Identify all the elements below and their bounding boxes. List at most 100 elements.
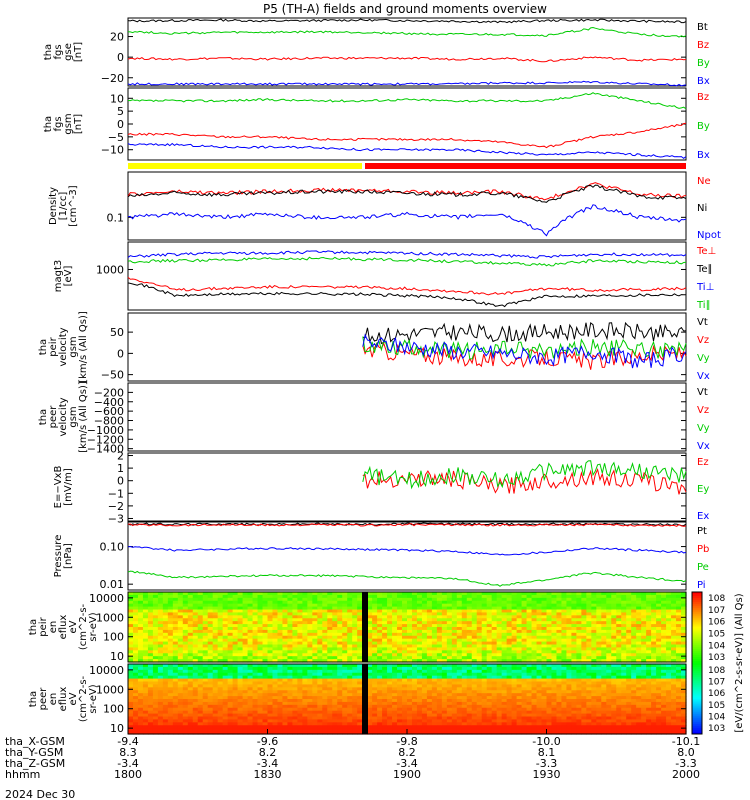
spectrogram-cell	[342, 629, 348, 634]
spectrogram-cell	[491, 603, 498, 608]
spectrogram-cell	[212, 728, 219, 732]
spectrogram-cell	[327, 615, 333, 619]
spectrogram-cell	[407, 728, 413, 732]
spectrogram-cell	[471, 632, 478, 637]
spectrogram-cell	[347, 641, 353, 646]
spectrogram-cell	[227, 635, 234, 640]
spectrogram-cell	[157, 704, 164, 709]
spectrogram-cell	[541, 656, 548, 660]
spectrogram-cell	[636, 635, 642, 640]
y-tick-label: 0.10	[100, 541, 125, 554]
spectrogram-cell	[332, 690, 338, 694]
spectrogram-cell	[521, 618, 528, 622]
spectrogram-cell	[377, 672, 383, 677]
spectrogram-cell	[202, 650, 209, 654]
spectrogram-cell	[197, 606, 204, 611]
spectrogram-cell	[147, 710, 154, 715]
spectrogram-cell	[392, 603, 398, 608]
spectrogram-cell	[372, 684, 378, 688]
spectrogram-cell	[172, 678, 179, 683]
spectrogram-cell	[402, 710, 408, 715]
spectrogram-cell	[247, 629, 254, 634]
spectrogram-cell	[431, 600, 438, 605]
spectrogram-cell	[342, 624, 348, 628]
spectrogram-cell	[446, 716, 453, 721]
spectrogram-cell	[506, 627, 513, 631]
spectrogram-cell	[556, 644, 563, 649]
spectrogram-cell	[267, 629, 274, 634]
spectrogram-cell	[521, 632, 528, 637]
spectrogram-cell	[247, 656, 254, 660]
spectrogram-cell	[267, 725, 274, 729]
spectrogram-cell	[302, 699, 308, 703]
spectrogram-cell	[287, 704, 294, 709]
spectrogram-cell	[611, 621, 617, 625]
spectrogram-cell	[287, 731, 294, 735]
spectrogram-cell	[411, 653, 418, 657]
spectrogram-cell	[397, 606, 403, 611]
spectrogram-cell	[302, 659, 308, 663]
spectrogram-cell	[217, 647, 224, 651]
spectrogram-cell	[646, 629, 652, 634]
spectrogram-cell	[441, 681, 448, 686]
spectrogram-cell	[252, 644, 259, 649]
spectrogram-cell	[332, 722, 338, 726]
spectrogram-cell	[292, 627, 298, 631]
spectrogram-cell	[611, 624, 617, 628]
spectrogram-cell	[456, 664, 463, 668]
spectrogram-cell	[262, 669, 269, 674]
spectrogram-cell	[501, 647, 508, 651]
spectrogram-cell	[646, 644, 652, 649]
spectrogram-cell	[461, 675, 468, 680]
spectrogram-cell	[132, 678, 139, 683]
spectrogram-cell	[556, 693, 563, 697]
spectrogram-cell	[342, 600, 348, 605]
spectrogram-cell	[387, 690, 393, 694]
spectrogram-cell	[511, 653, 518, 657]
spectrogram-cell	[357, 681, 363, 686]
spectrogram-cell	[372, 603, 378, 608]
spectrogram-cell	[681, 592, 687, 596]
spectrogram-cell	[128, 621, 134, 625]
spectrogram-cell	[187, 647, 194, 651]
spectrogram-cell	[287, 690, 294, 694]
spectrogram-cell	[252, 618, 259, 622]
spectrogram-cell	[416, 650, 423, 654]
spectrogram-cell	[332, 627, 338, 631]
spectrogram-cell	[481, 644, 488, 649]
spectrogram-cell	[297, 696, 303, 700]
spectrogram-cell	[322, 638, 328, 643]
spectrogram-cell	[426, 675, 433, 680]
y-axis-label: E=−VxB	[53, 466, 64, 509]
spectrogram-cell	[212, 629, 219, 634]
spectrogram-cell	[367, 632, 373, 637]
spectrogram-cell	[476, 681, 483, 686]
spectrogram-cell	[312, 690, 318, 694]
spectrogram-cell	[671, 656, 677, 660]
spectrogram-cell	[411, 594, 418, 599]
spectrogram-cell	[561, 644, 568, 649]
spectrogram-cell	[541, 603, 548, 608]
spectrogram-cell	[491, 684, 498, 688]
spectrogram-cell	[227, 594, 234, 599]
spectrogram-cell	[526, 624, 533, 628]
spectrogram-cell	[292, 684, 298, 688]
spectrogram-cell	[322, 701, 328, 706]
spectrogram-cell	[516, 707, 523, 712]
spectrogram-cell	[247, 687, 254, 691]
spectrogram-cell	[217, 690, 224, 694]
spectrogram-cell	[242, 638, 249, 643]
spectrogram-cell	[596, 618, 602, 622]
spectrogram-cell	[387, 647, 393, 651]
spectrogram-cell	[436, 690, 443, 694]
spectrogram-cell	[187, 641, 194, 646]
spectrogram-cell	[631, 594, 637, 599]
spectrogram-cell	[541, 609, 548, 614]
spectrogram-cell	[227, 592, 234, 596]
spectrogram-cell	[147, 722, 154, 726]
legend-entry: Ex	[697, 511, 709, 522]
spectrogram-cell	[277, 597, 284, 602]
spectrogram-cell	[426, 719, 433, 723]
spectrogram-cell	[382, 719, 388, 723]
spectrogram-cell	[407, 699, 413, 703]
